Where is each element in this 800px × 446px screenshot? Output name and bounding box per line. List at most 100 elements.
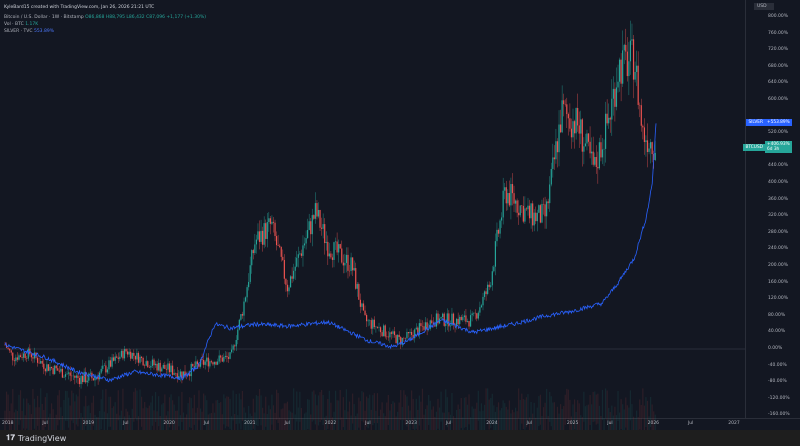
- candle-body: [581, 119, 583, 152]
- volume-bar: [249, 413, 251, 444]
- candle-body: [407, 332, 410, 334]
- candle-body: [483, 291, 486, 297]
- volume-bar: [622, 404, 624, 435]
- candle-body: [424, 322, 427, 330]
- candle-body: [308, 221, 310, 230]
- candle-body: [66, 373, 68, 375]
- volume-bar: [38, 407, 40, 438]
- currency-selector[interactable]: USD: [754, 3, 774, 10]
- volume-bar: [586, 405, 588, 436]
- candle-body: [97, 376, 99, 380]
- volume-bar: [178, 396, 180, 427]
- volume-bar: [322, 394, 324, 425]
- volume-bar: [168, 397, 171, 428]
- volume-bar: [518, 388, 520, 419]
- candle-body: [83, 371, 85, 383]
- volume-bar: [63, 399, 65, 430]
- volume-bar: [651, 404, 653, 435]
- volume-bar: [262, 407, 264, 438]
- axis-divider: [745, 0, 746, 418]
- candle-body: [563, 100, 565, 105]
- volume-bar: [589, 394, 591, 425]
- volume-label: Vol · BTC: [4, 22, 24, 27]
- candle-body: [257, 231, 259, 240]
- candle-body: [622, 50, 624, 84]
- y-tick-label: 40.00%: [768, 329, 786, 335]
- volume-bar: [446, 397, 448, 428]
- candle-body: [508, 193, 510, 206]
- candle-body: [507, 193, 509, 204]
- candle-body: [528, 205, 531, 219]
- candle-body: [629, 40, 632, 62]
- candle-body: [313, 215, 315, 219]
- candle-body: [224, 355, 226, 358]
- volume-bar: [272, 405, 275, 436]
- volume-bar: [103, 411, 105, 442]
- volume-bar: [161, 404, 163, 435]
- volume-bar: [47, 417, 50, 446]
- candle-body: [569, 118, 571, 129]
- y-tick-label: 200.00%: [768, 263, 789, 268]
- candle-body: [497, 229, 500, 234]
- y-tick-label: 120.00%: [768, 296, 789, 302]
- ohlc-values: O86,868 H88,795 L86,432 C87,096 +1,177 (…: [85, 15, 207, 20]
- candle-body: [426, 322, 428, 330]
- candle-body: [598, 142, 600, 169]
- candle-body: [333, 242, 335, 260]
- candle-body: [414, 329, 416, 339]
- volume-bar: [217, 399, 219, 430]
- volume-bar: [164, 394, 166, 425]
- volume-bar: [389, 410, 391, 441]
- candle-body: [85, 371, 87, 383]
- candle-body: [127, 351, 129, 355]
- volume-bar: [505, 406, 507, 437]
- volume-bar: [342, 397, 344, 428]
- volume-bar: [52, 409, 54, 440]
- candle-body: [23, 353, 25, 358]
- y-tick-label: -40.00%: [768, 362, 787, 368]
- candle-body: [263, 223, 265, 245]
- volume-bar: [639, 399, 641, 430]
- candle-body: [120, 350, 122, 357]
- volume-bar: [606, 390, 608, 421]
- volume-bar: [550, 396, 552, 427]
- candle-body: [535, 212, 537, 222]
- volume-bar: [629, 390, 632, 421]
- candle-body: [108, 360, 110, 370]
- volume-bar: [541, 416, 543, 446]
- volume-bar: [504, 403, 506, 434]
- candle-body: [179, 371, 181, 377]
- candle-body: [400, 337, 402, 345]
- volume-bar: [179, 415, 181, 446]
- volume-bar: [294, 414, 296, 445]
- candle-body: [577, 108, 579, 126]
- candle-body: [164, 364, 166, 369]
- candle-body: [322, 224, 324, 229]
- volume-bar: [319, 392, 321, 423]
- candle-body: [379, 327, 382, 333]
- volume-bar: [608, 407, 610, 438]
- volume-bar: [516, 411, 518, 442]
- candle-body: [207, 357, 209, 367]
- candle-body: [334, 241, 337, 243]
- volume-bar: [279, 417, 281, 446]
- volume-bar: [420, 401, 422, 432]
- candle-body: [302, 245, 304, 256]
- candle-body: [255, 239, 258, 245]
- volume-bar: [460, 397, 462, 428]
- volume-bar: [58, 390, 60, 421]
- volume-bar: [27, 403, 29, 434]
- volume-bar: [386, 402, 388, 433]
- volume-bar: [415, 398, 417, 429]
- volume-bar: [501, 408, 503, 439]
- volume-bar: [293, 388, 295, 419]
- candle-body: [136, 352, 138, 360]
- volume-bar: [316, 405, 318, 436]
- candle-body: [546, 201, 548, 217]
- volume-bar: [133, 391, 135, 422]
- volume-bar: [212, 403, 214, 434]
- volume-bar: [40, 388, 42, 419]
- volume-bar: [50, 403, 53, 434]
